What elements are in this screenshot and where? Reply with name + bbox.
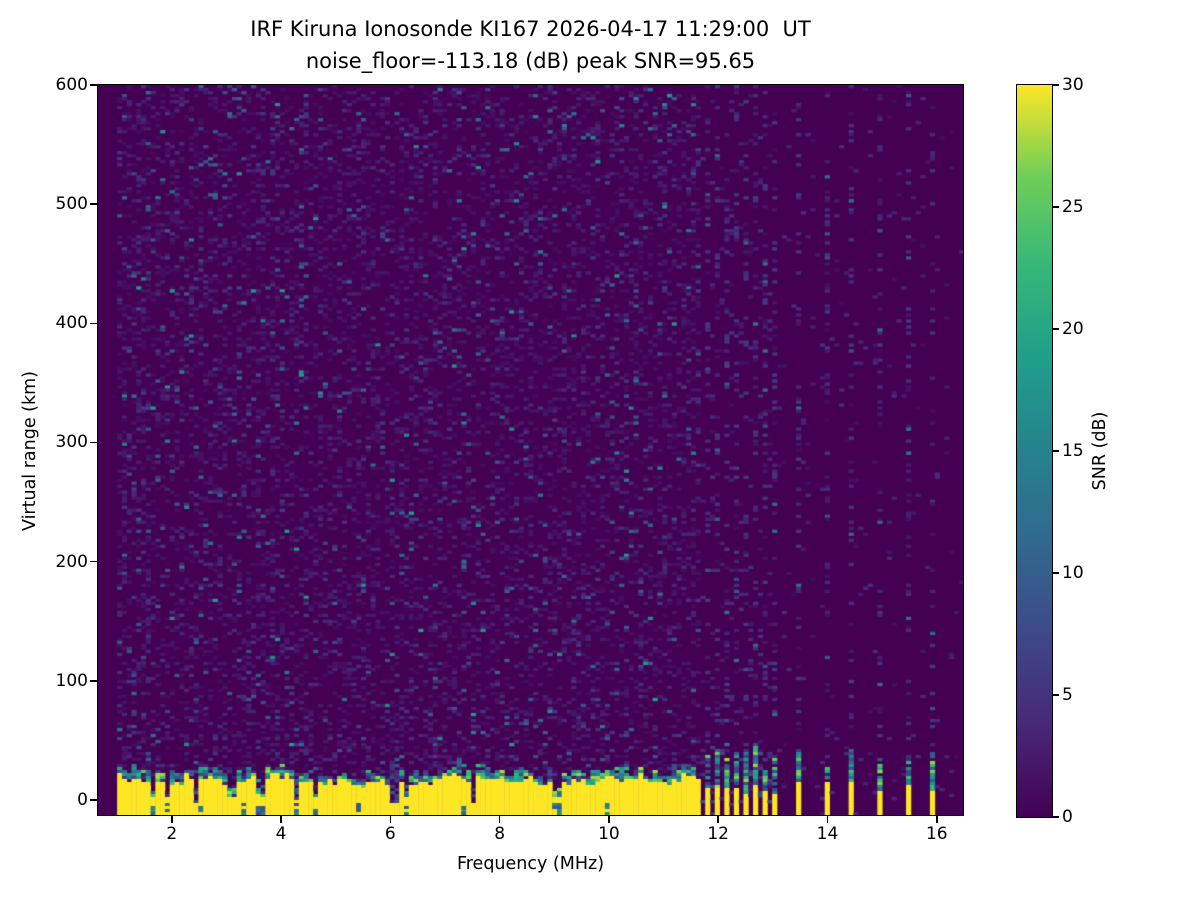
colorbar-tick-mark: [1053, 572, 1059, 574]
y-tick-mark: [90, 680, 97, 682]
x-tick-mark: [389, 816, 392, 823]
colorbar-tick-label: 10: [1062, 563, 1084, 583]
colorbar-tick-label: 15: [1062, 441, 1084, 461]
x-tick-mark: [717, 816, 719, 823]
y-tick-label: 500: [55, 194, 88, 215]
colorbar-tick-label: 20: [1062, 319, 1084, 339]
x-tick-label: 6: [384, 824, 396, 844]
heatmap-canvas: [98, 85, 963, 815]
y-tick-mark: [90, 84, 97, 86]
x-tick-mark: [171, 816, 173, 823]
x-tick-mark: [826, 816, 829, 823]
y-tick-mark: [90, 799, 97, 801]
colorbar: [1016, 84, 1053, 818]
chart-subtitle: noise_floor=-113.18 (dB) peak SNR=95.65: [305, 49, 756, 73]
x-tick-label: 8: [494, 824, 506, 844]
x-tick-label: 12: [707, 824, 729, 844]
x-tick-mark: [608, 816, 610, 823]
y-tick-label: 600: [55, 75, 88, 95]
x-tick-label: 2: [166, 824, 178, 844]
colorbar-tick-mark: [1053, 694, 1059, 696]
y-tick-label: 300: [55, 432, 88, 453]
x-tick-label: 10: [598, 824, 620, 844]
x-tick-label: 4: [275, 824, 287, 844]
y-tick-label: 0: [77, 789, 88, 810]
y-tick-mark: [90, 560, 97, 563]
y-tick-mark: [90, 203, 97, 205]
colorbar-tick-label: 0: [1062, 807, 1073, 827]
colorbar-tick-label: 30: [1062, 75, 1084, 95]
colorbar-tick-mark: [1053, 206, 1059, 208]
colorbar-tick-label: 5: [1062, 685, 1073, 705]
y-tick-mark: [90, 322, 97, 325]
colorbar-tick-mark: [1053, 84, 1059, 86]
y-tick-label: 200: [55, 551, 88, 572]
colorbar-tick-label: 25: [1062, 197, 1084, 217]
x-axis-label: Frequency (MHz): [456, 854, 605, 874]
colorbar-tick-mark: [1053, 816, 1059, 818]
x-tick-mark: [498, 816, 501, 823]
plot-area: [97, 84, 964, 816]
x-tick-label: 16: [925, 824, 948, 844]
x-tick-mark: [280, 816, 282, 823]
chart-title: IRF Kiruna Ionosonde KI167 2026-04-17 11…: [250, 17, 811, 41]
colorbar-tick-mark: [1053, 328, 1059, 330]
y-tick-mark: [90, 441, 97, 444]
x-tick-mark: [936, 816, 938, 823]
colorbar-tick-mark: [1053, 450, 1059, 452]
y-tick-label: 100: [55, 670, 88, 691]
x-tick-label: 14: [816, 824, 839, 844]
y-tick-label: 400: [55, 313, 88, 334]
